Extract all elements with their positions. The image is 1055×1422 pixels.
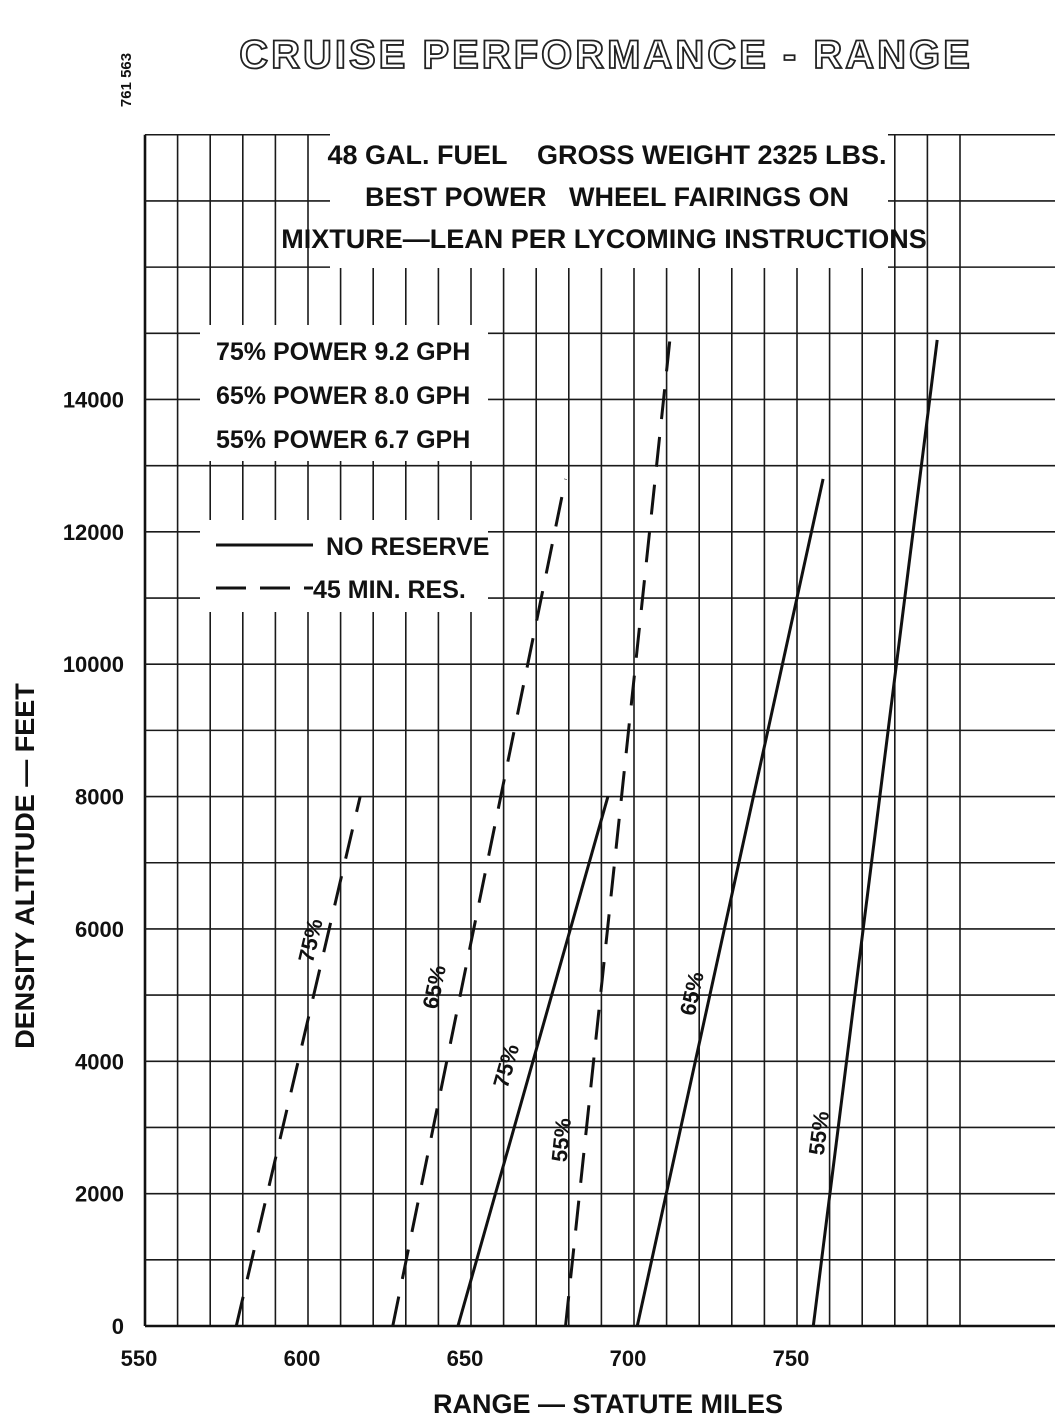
series-line-55-no-reserve <box>811 339 939 1327</box>
x-tick-label: 750 <box>773 1346 810 1371</box>
power-settings: 75% POWER 9.2 GPH 65% POWER 8.0 GPH 55% … <box>216 338 470 454</box>
series-label-75-reserve: 75% <box>293 916 327 965</box>
condition-line-1: 48 GAL. FUEL GROSS WEIGHT 2325 LBS. <box>327 140 886 170</box>
x-tick-label: 650 <box>447 1346 484 1371</box>
y-tick-label: 4000 <box>75 1049 124 1074</box>
legend: NO RESERVE 45 MIN. RES. <box>216 533 489 604</box>
x-axis-title: RANGE — STATUTE MILES <box>433 1389 783 1419</box>
text-mask <box>250 28 962 80</box>
series-label-55-no-reserve: 55% <box>804 1110 834 1157</box>
y-axis-ticks: 0 2000 4000 6000 8000 10000 12000 14000 <box>63 387 124 1339</box>
condition-line-3: MIXTURE—LEAN PER LYCOMING INSTRUCTIONS <box>281 224 927 254</box>
series-label-65-no-reserve: 65% <box>675 969 709 1017</box>
grid <box>143 133 1055 1328</box>
y-axis-title: DENSITY ALTITUDE — FEET <box>10 683 40 1049</box>
y-tick-label: 10000 <box>63 652 124 677</box>
legend-45-min-reserve: 45 MIN. RES. <box>313 576 466 604</box>
y-tick-label: 8000 <box>75 785 124 810</box>
series: 75% 65% 55% 75% 65% 55% <box>234 339 939 1327</box>
x-tick-label: 600 <box>284 1346 321 1371</box>
power-setting-65: 65% POWER 8.0 GPH <box>216 382 470 410</box>
series-line-65-no-reserve <box>635 478 825 1327</box>
series-line-65-reserve <box>391 478 568 1327</box>
y-tick-label: 14000 <box>63 387 124 412</box>
condition-line-2: BEST POWER WHEEL FAIRINGS ON <box>365 182 849 212</box>
series-line-55-reserve <box>564 339 672 1327</box>
series-label-55-reserve: 55% <box>547 1117 576 1163</box>
legend-no-reserve: NO RESERVE <box>326 533 489 561</box>
chart-title: CRUISE PERFORMANCE - RANGE <box>239 33 973 77</box>
text-mask <box>200 520 488 612</box>
series-line-75-no-reserve <box>456 796 610 1327</box>
conditions-block: 48 GAL. FUEL GROSS WEIGHT 2325 LBS. BEST… <box>281 140 927 254</box>
series-label-65-reserve: 65% <box>418 963 451 1011</box>
text-masks <box>200 28 962 612</box>
y-tick-label: 12000 <box>63 520 124 545</box>
y-tick-label: 0 <box>112 1314 124 1339</box>
x-axis-ticks: 550 600 650 700 750 <box>121 1346 810 1371</box>
series-line-75-reserve <box>234 796 362 1327</box>
y-tick-label: 2000 <box>75 1182 124 1207</box>
x-tick-label: 550 <box>121 1346 158 1371</box>
power-setting-55: 55% POWER 6.7 GPH <box>216 426 470 454</box>
y-tick-label: 6000 <box>75 917 124 942</box>
text-mask <box>330 128 888 268</box>
x-tick-label: 700 <box>610 1346 647 1371</box>
document-number: 761 563 <box>118 53 135 107</box>
power-setting-75: 75% POWER 9.2 GPH <box>216 338 470 366</box>
text-mask <box>200 325 488 461</box>
series-label-75-no-reserve: 75% <box>488 1041 524 1090</box>
